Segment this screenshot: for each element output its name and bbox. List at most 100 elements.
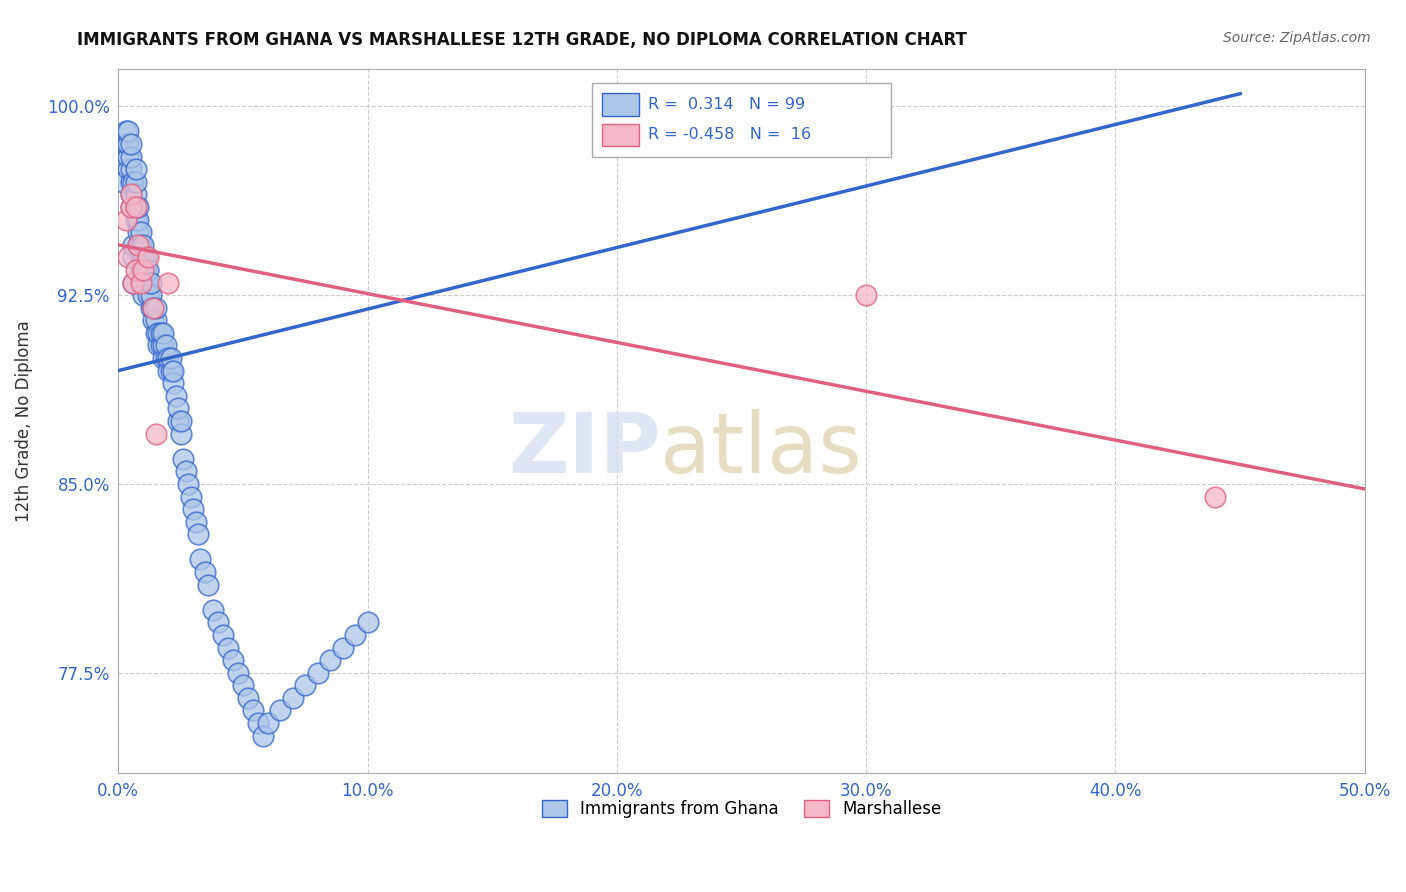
Point	[120, 136, 142, 151]
Point	[136, 250, 159, 264]
Point	[124, 187, 146, 202]
Text: ZIP: ZIP	[508, 409, 661, 490]
Point	[122, 276, 145, 290]
Point	[155, 338, 177, 352]
Point	[124, 162, 146, 177]
Point	[136, 288, 159, 302]
Point	[132, 263, 155, 277]
Point	[142, 301, 165, 315]
Point	[232, 678, 254, 692]
Point	[190, 552, 212, 566]
Point	[162, 376, 184, 391]
Point	[117, 162, 139, 177]
Point	[124, 212, 146, 227]
Point	[112, 175, 135, 189]
Point	[167, 401, 190, 416]
Legend: Immigrants from Ghana, Marshallese: Immigrants from Ghana, Marshallese	[536, 794, 948, 825]
Point	[332, 640, 354, 655]
Point	[129, 237, 152, 252]
Point	[122, 175, 145, 189]
Y-axis label: 12th Grade, No Diploma: 12th Grade, No Diploma	[15, 320, 32, 522]
Text: atlas: atlas	[661, 409, 862, 490]
Point	[127, 237, 149, 252]
Point	[135, 276, 157, 290]
Point	[117, 124, 139, 138]
Point	[127, 225, 149, 239]
Point	[139, 288, 162, 302]
Point	[142, 301, 165, 315]
Point	[177, 477, 200, 491]
Point	[169, 414, 191, 428]
Point	[165, 389, 187, 403]
Point	[136, 276, 159, 290]
Point	[159, 351, 181, 365]
Point	[122, 276, 145, 290]
Point	[117, 150, 139, 164]
Point	[207, 615, 229, 630]
Point	[132, 288, 155, 302]
Point	[149, 338, 172, 352]
Point	[127, 200, 149, 214]
Text: R =  0.314   N = 99: R = 0.314 N = 99	[648, 97, 806, 112]
Point	[307, 665, 329, 680]
Point	[127, 237, 149, 252]
Point	[124, 263, 146, 277]
Point	[1204, 490, 1226, 504]
Point	[201, 603, 224, 617]
Point	[145, 301, 167, 315]
Point	[120, 150, 142, 164]
Point	[181, 502, 204, 516]
Point	[252, 729, 274, 743]
Point	[222, 653, 245, 667]
Point	[356, 615, 378, 630]
Point	[132, 263, 155, 277]
Point	[117, 136, 139, 151]
Point	[157, 363, 180, 377]
Point	[129, 263, 152, 277]
Point	[135, 263, 157, 277]
Point	[132, 250, 155, 264]
Point	[122, 250, 145, 264]
Point	[157, 276, 180, 290]
Point	[142, 313, 165, 327]
Point	[212, 628, 235, 642]
Point	[132, 276, 155, 290]
Point	[294, 678, 316, 692]
Point	[117, 250, 139, 264]
Point	[194, 565, 217, 579]
Point	[129, 276, 152, 290]
Point	[120, 187, 142, 202]
Point	[167, 414, 190, 428]
Point	[169, 426, 191, 441]
Point	[157, 351, 180, 365]
Point	[146, 326, 169, 340]
Point	[124, 200, 146, 214]
Point	[145, 326, 167, 340]
Point	[159, 363, 181, 377]
Point	[127, 212, 149, 227]
Point	[246, 716, 269, 731]
Point	[124, 200, 146, 214]
Point	[256, 716, 278, 731]
Point	[146, 338, 169, 352]
Point	[114, 212, 136, 227]
Point	[217, 640, 239, 655]
Point	[184, 515, 207, 529]
Point	[129, 225, 152, 239]
Point	[152, 351, 174, 365]
FancyBboxPatch shape	[602, 123, 640, 146]
Point	[236, 690, 259, 705]
Point	[187, 527, 209, 541]
Point	[124, 175, 146, 189]
Text: R = -0.458   N =  16: R = -0.458 N = 16	[648, 128, 811, 143]
Point	[269, 704, 291, 718]
FancyBboxPatch shape	[602, 93, 640, 116]
Point	[149, 326, 172, 340]
Point	[162, 363, 184, 377]
Point	[120, 162, 142, 177]
Point	[136, 263, 159, 277]
Point	[152, 326, 174, 340]
Point	[120, 187, 142, 202]
Point	[120, 200, 142, 214]
Point	[319, 653, 342, 667]
